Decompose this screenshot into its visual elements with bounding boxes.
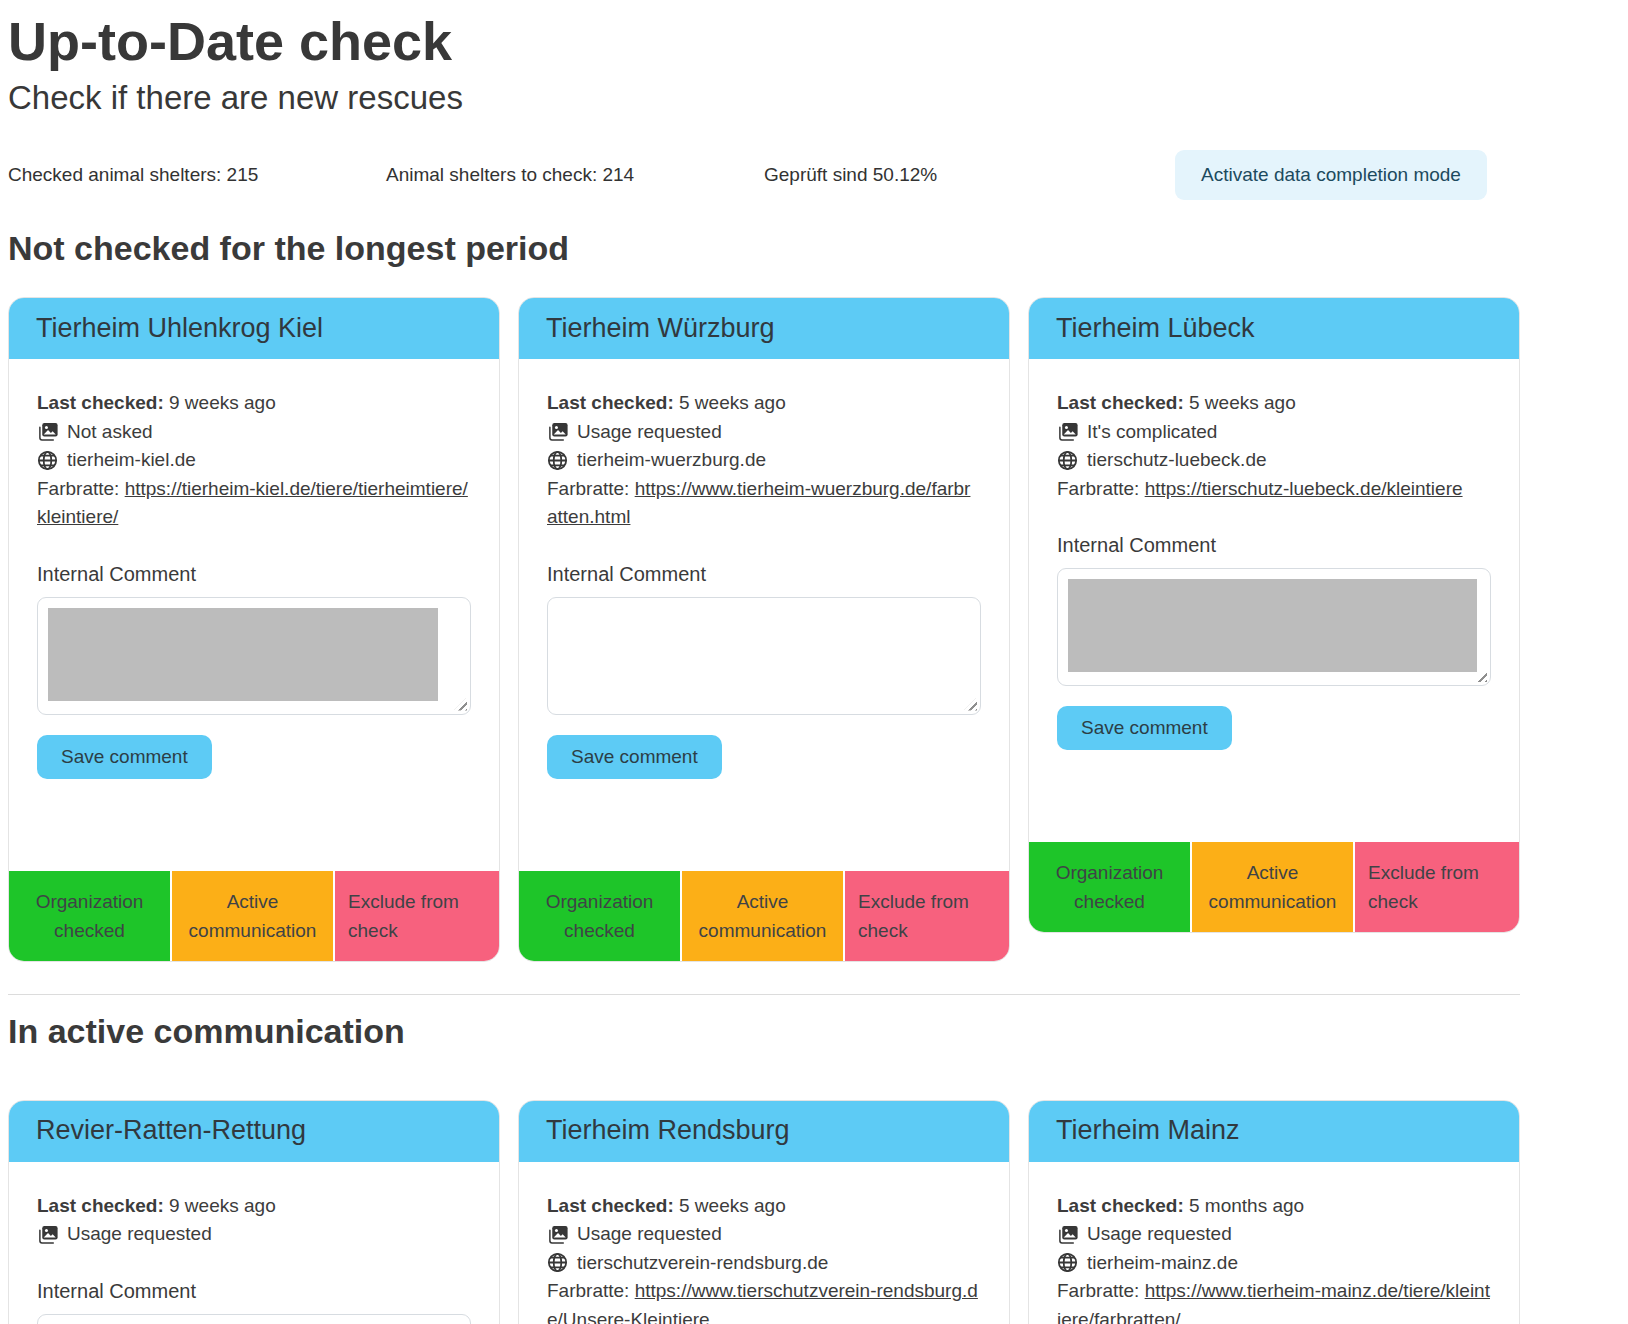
section-divider: [8, 994, 1520, 995]
shelter-card-luebeck: Tierheim Lübeck Last checked: 5 weeks ag…: [1028, 297, 1520, 933]
stat-shelters-to-check: Animal shelters to check: 214: [386, 164, 634, 186]
page-subtitle: Check if there are new rescues: [8, 78, 1520, 118]
farbratte-line: Farbratte: https://tierschutz-luebeck.de…: [1057, 475, 1491, 504]
shelter-card-wuerzburg: Tierheim Würzburg Last checked: 5 weeks …: [518, 297, 1010, 962]
last-checked-line: Last checked: 5 months ago: [1057, 1192, 1491, 1221]
shelter-card-revier-ratten-rettung: Revier-Ratten-Rettung Last checked: 9 we…: [8, 1100, 500, 1324]
images-icon: [1057, 421, 1078, 442]
internal-comment-label: Internal Comment: [37, 560, 471, 588]
card-header: Revier-Ratten-Rettung: [8, 1100, 500, 1162]
usage-status-line: Not asked: [37, 418, 471, 447]
organization-checked-button[interactable]: Organization checked: [1029, 842, 1190, 932]
active-communication-button[interactable]: Active communication: [682, 871, 843, 961]
globe-icon: [37, 450, 58, 471]
organization-checked-button[interactable]: Organization checked: [9, 871, 170, 961]
images-icon: [1057, 1224, 1078, 1245]
card-header: Tierheim Würzburg: [518, 297, 1010, 359]
stat-checked-shelters: Checked animal shelters: 215: [8, 164, 258, 186]
card-status-buttons: Organization checked Active communicatio…: [9, 871, 499, 961]
internal-comment-textarea[interactable]: [37, 597, 471, 715]
usage-status-line: Usage requested: [547, 1220, 981, 1249]
card-status-buttons: Organization checked Active communicatio…: [519, 871, 1009, 961]
usage-status-line: Usage requested: [547, 418, 981, 447]
redacted-comment: [1068, 579, 1477, 672]
page-title: Up-to-Date check: [8, 10, 1520, 72]
cards-row-active-communication: Revier-Ratten-Rettung Last checked: 9 we…: [8, 1100, 1520, 1324]
farbratte-line: Farbratte: https://www.tierheim-wuerzbur…: [547, 475, 981, 532]
organization-checked-button[interactable]: Organization checked: [519, 871, 680, 961]
shelter-name: Tierheim Rendsburg: [546, 1115, 790, 1146]
shelter-name: Tierheim Lübeck: [1056, 313, 1255, 344]
internal-comment-label: Internal Comment: [37, 1277, 471, 1305]
globe-icon: [1057, 450, 1078, 471]
resize-handle-icon[interactable]: [964, 698, 977, 711]
save-comment-button[interactable]: Save comment: [1057, 706, 1232, 750]
save-comment-button[interactable]: Save comment: [547, 735, 722, 779]
globe-icon: [1057, 1252, 1078, 1273]
active-communication-button[interactable]: Active communication: [172, 871, 333, 961]
images-icon: [547, 1224, 568, 1245]
card-header: Tierheim Uhlenkrog Kiel: [8, 297, 500, 359]
farbratte-line: Farbratte: https://www.tierschutzverein-…: [547, 1277, 981, 1324]
internal-comment-label: Internal Comment: [547, 560, 981, 588]
stat-checked-percentage: Geprüft sind 50.12%: [764, 164, 937, 186]
images-icon: [547, 421, 568, 442]
resize-handle-icon[interactable]: [454, 698, 467, 711]
last-checked-line: Last checked: 5 weeks ago: [547, 389, 981, 418]
usage-status-line: It's complicated: [1057, 418, 1491, 447]
section-heading-active-communication: In active communication: [8, 1011, 1520, 1052]
section-heading-not-checked: Not checked for the longest period: [8, 228, 1520, 269]
shelter-name: Revier-Ratten-Rettung: [36, 1115, 306, 1146]
farbratte-line: Farbratte: https://www.tierheim-mainz.de…: [1057, 1277, 1491, 1324]
last-checked-line: Last checked: 9 weeks ago: [37, 389, 471, 418]
globe-icon: [547, 450, 568, 471]
shelter-card-rendsburg: Tierheim Rendsburg Last checked: 5 weeks…: [518, 1100, 1010, 1324]
website-line: tierschutzverein-rendsburg.de: [547, 1249, 981, 1278]
website-line: tierschutz-luebeck.de: [1057, 446, 1491, 475]
shelter-card-mainz: Tierheim Mainz Last checked: 5 months ag…: [1028, 1100, 1520, 1324]
redacted-comment: [48, 608, 438, 701]
website-line: tierheim-mainz.de: [1057, 1249, 1491, 1278]
card-header: Tierheim Rendsburg: [518, 1100, 1010, 1162]
usage-status-line: Usage requested: [37, 1220, 471, 1249]
images-icon: [37, 1224, 58, 1245]
activate-data-completion-mode-button[interactable]: Activate data completion mode: [1175, 150, 1487, 200]
farbratte-line: Farbratte: https://tierheim-kiel.de/tier…: [37, 475, 471, 532]
shelter-name: Tierheim Würzburg: [546, 313, 775, 344]
last-checked-line: Last checked: 9 weeks ago: [37, 1192, 471, 1221]
globe-icon: [547, 1252, 568, 1273]
cards-row-not-checked: Tierheim Uhlenkrog Kiel Last checked: 9 …: [8, 297, 1520, 962]
card-status-buttons: Organization checked Active communicatio…: [1029, 842, 1519, 932]
shelter-name: Tierheim Mainz: [1056, 1115, 1240, 1146]
exclude-from-check-button[interactable]: Exclude from check: [845, 871, 1009, 961]
stats-row: Checked animal shelters: 215 Animal shel…: [8, 150, 1520, 200]
shelter-card-kiel: Tierheim Uhlenkrog Kiel Last checked: 9 …: [8, 297, 500, 962]
website-line: tierheim-kiel.de: [37, 446, 471, 475]
usage-status-line: Usage requested: [1057, 1220, 1491, 1249]
last-checked-line: Last checked: 5 weeks ago: [547, 1192, 981, 1221]
save-comment-button[interactable]: Save comment: [37, 735, 212, 779]
card-header: Tierheim Mainz: [1028, 1100, 1520, 1162]
internal-comment-textarea[interactable]: [547, 597, 981, 715]
active-communication-button[interactable]: Active communication: [1192, 842, 1353, 932]
card-header: Tierheim Lübeck: [1028, 297, 1520, 359]
exclude-from-check-button[interactable]: Exclude from check: [335, 871, 499, 961]
website-line: tierheim-wuerzburg.de: [547, 446, 981, 475]
last-checked-line: Last checked: 5 weeks ago: [1057, 389, 1491, 418]
page: Up-to-Date check Check if there are new …: [0, 0, 1520, 1324]
internal-comment-label: Internal Comment: [1057, 531, 1491, 559]
exclude-from-check-button[interactable]: Exclude from check: [1355, 842, 1519, 932]
shelter-name: Tierheim Uhlenkrog Kiel: [36, 313, 323, 344]
images-icon: [37, 421, 58, 442]
internal-comment-textarea[interactable]: [1057, 568, 1491, 686]
farbratte-link[interactable]: https://tierschutz-luebeck.de/kleintiere: [1145, 478, 1463, 499]
internal-comment-textarea[interactable]: [37, 1314, 471, 1324]
